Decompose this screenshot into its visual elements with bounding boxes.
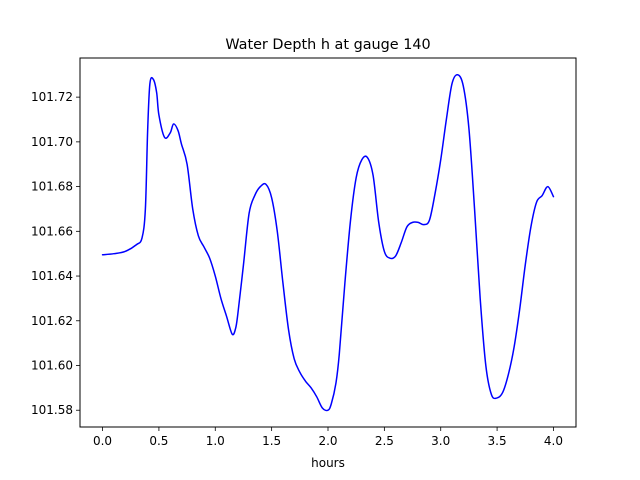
y-tick-label: 101.58: [31, 403, 73, 417]
x-axis-label: hours: [311, 456, 345, 470]
x-tick-label: 2.0: [318, 434, 337, 448]
y-tick-label: 101.62: [31, 314, 73, 328]
y-tick-label: 101.64: [31, 269, 73, 283]
x-tick-label: 1.5: [262, 434, 281, 448]
y-tick-label: 101.60: [31, 359, 73, 373]
x-tick-label: 0.5: [149, 434, 168, 448]
x-tick-label: 4.0: [544, 434, 563, 448]
x-tick-label: 0.0: [93, 434, 112, 448]
series-line-water-depth: [101, 73, 555, 412]
y-tick-label: 101.72: [31, 90, 73, 104]
y-tick-label: 101.70: [31, 135, 73, 149]
chart-title: Water Depth h at gauge 140: [225, 37, 430, 53]
x-tick-label: 3.0: [431, 434, 450, 448]
axes-frame: [79, 57, 577, 428]
x-tick-label: 1.0: [206, 434, 225, 448]
x-tick-label: 2.5: [375, 434, 394, 448]
y-tick-label: 101.66: [31, 224, 73, 238]
x-tick-label: 3.5: [488, 434, 507, 448]
y-axis-ticks: 101.58 101.60 101.62 101.64 101.66 101.68 101.…: [31, 90, 80, 417]
x-axis-ticks: 0.0 0.5 1.0 1.5 2.0 2.5 3.0 3.5 4.0: [93, 427, 563, 448]
y-tick-label: 101.68: [31, 180, 73, 194]
